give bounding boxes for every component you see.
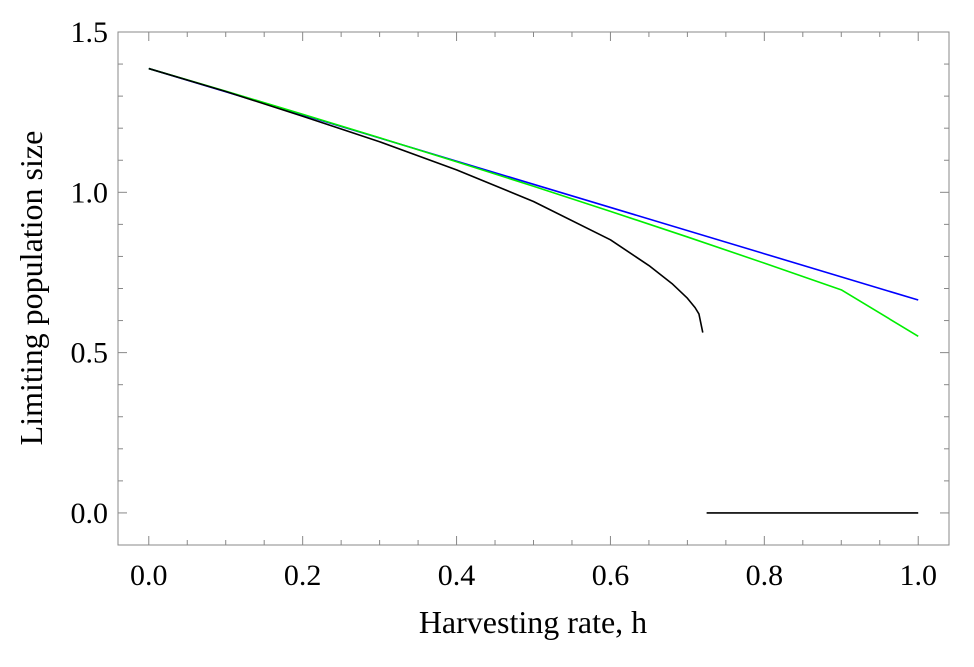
x-tick-label: 0.2 [284,559,322,592]
y-tick-label: 1.5 [71,16,109,49]
x-tick-label: 0.6 [592,559,630,592]
x-tick-label: 0.8 [746,559,784,592]
x-tick-label: 0.0 [130,559,168,592]
x-axis-title: Harvesting rate, h [419,604,647,640]
tick-labels: 0.0 0.2 0.4 0.6 0.8 1.0 0.0 0.5 1.0 1.5 [71,16,937,592]
y-axis-title: Limiting population size [13,131,49,446]
x-tick-label: 1.0 [899,559,937,592]
y-tick-label: 1.0 [71,176,109,209]
series-line-3 [148,67,704,333]
tick-marks [118,31,949,545]
plot-frame [117,31,950,546]
series-line-2 [148,67,919,337]
x-tick-label: 0.4 [438,559,476,592]
y-tick-label: 0.5 [71,337,109,370]
series-group [148,67,919,514]
y-tick-label: 0.0 [71,497,109,530]
